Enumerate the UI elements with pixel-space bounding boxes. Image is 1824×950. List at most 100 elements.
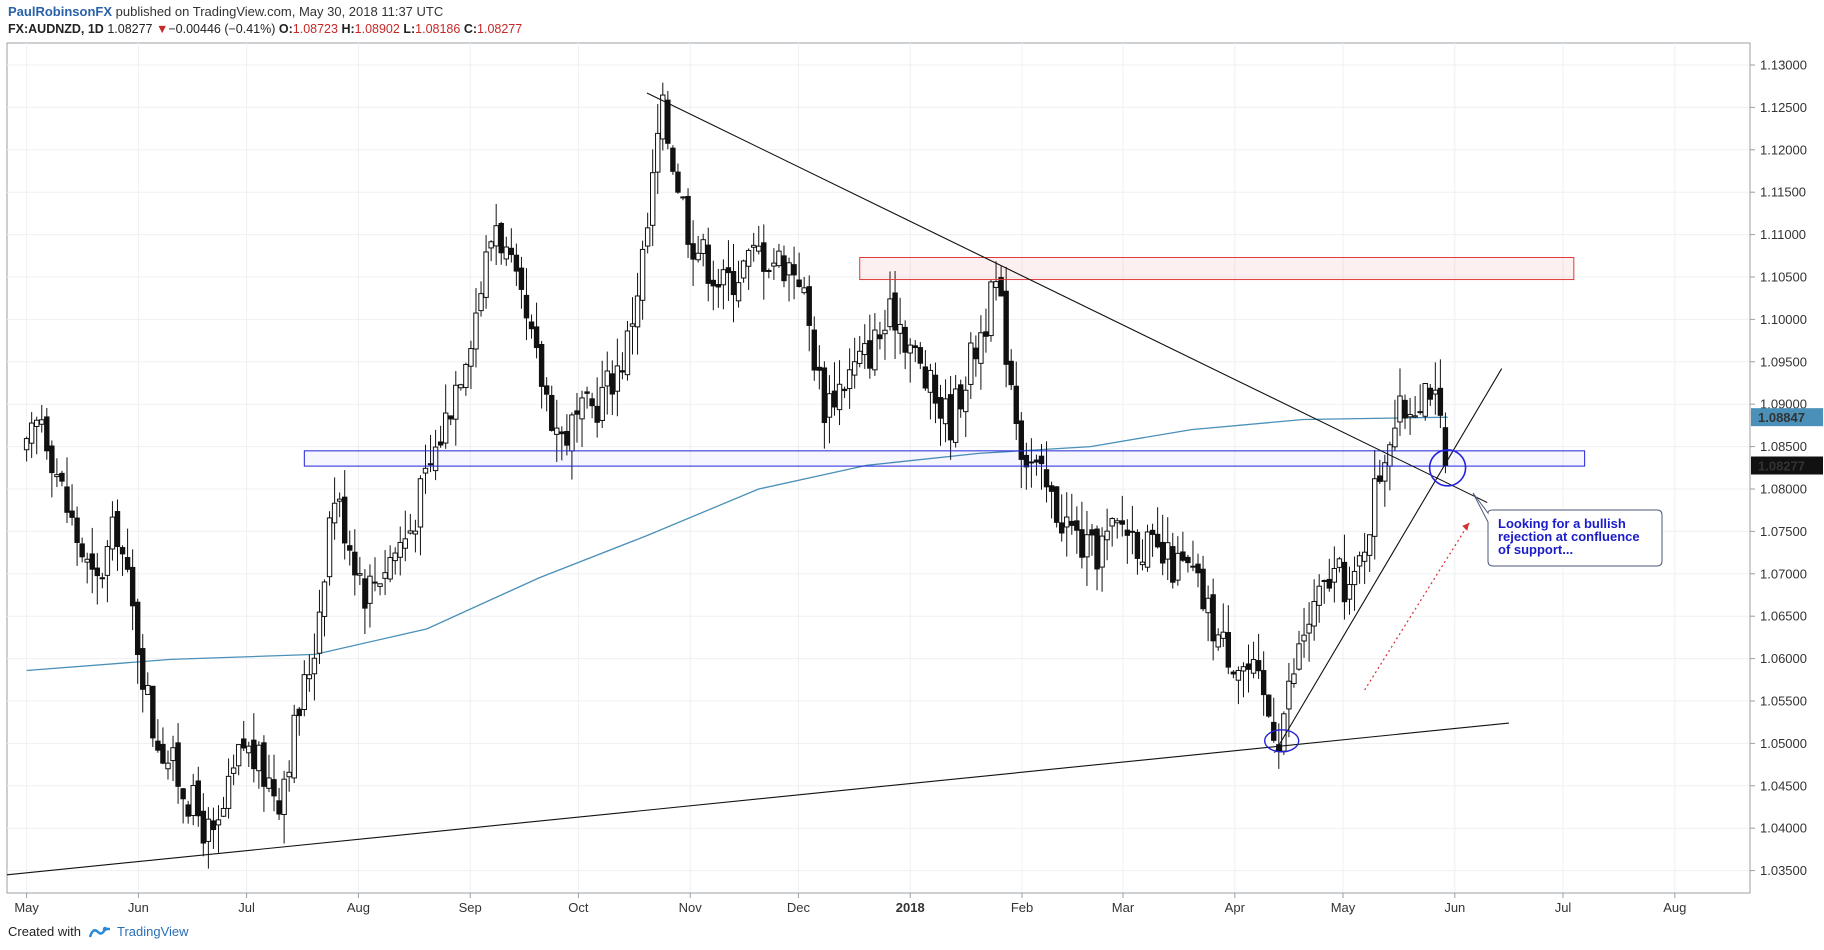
candle-down xyxy=(831,390,838,408)
candle-down xyxy=(1038,455,1045,465)
confluence-highlight-circle[interactable] xyxy=(1428,448,1467,487)
uptrend-line[interactable] xyxy=(1274,368,1503,754)
candle-down xyxy=(1094,528,1100,570)
candle-up xyxy=(644,227,651,247)
chart-pane-border xyxy=(6,42,1751,894)
candle-up xyxy=(988,281,994,337)
candle-up xyxy=(1311,600,1317,627)
candle-up xyxy=(301,674,308,710)
annotation-line-3: of support... xyxy=(1498,542,1573,557)
candle-up xyxy=(1215,634,1221,648)
candle-up xyxy=(1099,535,1105,568)
candle-down xyxy=(49,445,55,474)
candle-down xyxy=(1119,520,1125,525)
candle-up xyxy=(695,252,701,261)
candle-down xyxy=(680,196,686,199)
candle-down xyxy=(589,398,595,407)
candle-up xyxy=(326,517,333,578)
open-label: O: xyxy=(278,22,293,36)
y-tick-label: 1.10500 xyxy=(1760,270,1807,285)
candle-up xyxy=(1291,673,1297,685)
candle-up xyxy=(225,775,232,809)
y-tick-label: 1.05500 xyxy=(1760,694,1807,709)
author-link[interactable]: PaulRobinsonFX xyxy=(8,4,112,19)
annotation-callout[interactable]: Looking for a bullish rejection at confl… xyxy=(1472,492,1663,567)
candle-up xyxy=(655,132,661,173)
candle-up xyxy=(1321,580,1327,583)
candle-down xyxy=(276,800,282,815)
candle-up xyxy=(1366,534,1373,556)
long-term-support-line[interactable] xyxy=(6,722,1509,876)
annotation-line-1: Looking for a bullish xyxy=(1498,516,1626,531)
support-zone[interactable] xyxy=(303,450,1586,467)
candle-down xyxy=(1402,399,1408,419)
candle-down xyxy=(675,171,681,193)
dotted-target-arrow[interactable] xyxy=(1364,522,1470,691)
candle-down xyxy=(1170,546,1176,583)
downtrend-line[interactable] xyxy=(646,92,1488,504)
candle-up xyxy=(493,225,499,247)
tradingview-link[interactable]: TradingView xyxy=(116,924,189,939)
candle-down xyxy=(1023,454,1030,468)
footer: Created with TradingView xyxy=(8,924,189,939)
candle-up xyxy=(84,558,90,563)
candle-down xyxy=(362,578,368,609)
candle-down xyxy=(1200,568,1206,610)
candle-down xyxy=(513,254,520,272)
candle-up xyxy=(165,762,171,770)
candle-down xyxy=(816,366,823,371)
candle-down xyxy=(437,441,444,446)
candle-down xyxy=(710,279,716,287)
candle-up xyxy=(473,312,479,350)
candle-up xyxy=(23,438,30,451)
candle-down xyxy=(564,430,570,446)
candle-up xyxy=(1109,518,1115,527)
low-highlight-ellipse[interactable] xyxy=(1263,729,1300,753)
created-with-text: Created with xyxy=(8,924,81,939)
candle-down xyxy=(958,384,964,410)
resistance-zone[interactable] xyxy=(859,256,1575,281)
candle-up xyxy=(246,745,252,754)
symbol-label[interactable]: FX:AUDNZD, 1D xyxy=(8,22,104,36)
candle-down xyxy=(1159,541,1166,564)
candle-up xyxy=(170,747,176,762)
candle-up xyxy=(968,342,974,385)
x-tick-label: Apr xyxy=(1225,900,1246,915)
y-tick-label: 1.11500 xyxy=(1760,185,1806,200)
x-tick-label: Jun xyxy=(1444,900,1465,915)
candle-down xyxy=(140,648,146,690)
candle-up xyxy=(750,244,757,248)
x-axis[interactable]: May Jun Jul Aug Sep Oct Nov Dec 2018 Feb Mar Apr May… xyxy=(14,893,1686,915)
candle-up xyxy=(836,383,843,411)
candle-up xyxy=(978,332,984,364)
candle-down xyxy=(811,329,817,371)
y-tick-label: 1.13000 xyxy=(1760,58,1807,73)
candle-up xyxy=(1382,462,1388,482)
candle-down xyxy=(79,543,85,558)
candle-down xyxy=(59,472,65,482)
y-axis[interactable]: 1.13000 1.12500 1.12000 1.11500 1.11000 1.105… xyxy=(1750,58,1807,879)
candle-up xyxy=(468,348,474,367)
x-tick-label: Jun xyxy=(128,900,149,915)
candle-down xyxy=(448,415,454,420)
candle-up xyxy=(382,572,388,579)
candle-up xyxy=(1175,552,1181,581)
candle-down xyxy=(912,345,918,349)
candle-up xyxy=(235,744,242,767)
tradingview-logo-icon xyxy=(88,926,110,937)
candle-up xyxy=(826,393,833,418)
candle-up xyxy=(1064,516,1070,528)
last-price-label xyxy=(1751,456,1823,475)
candle-down xyxy=(821,367,828,424)
candle-up xyxy=(1084,534,1090,558)
candle-up xyxy=(281,778,287,816)
candle-up xyxy=(1392,427,1398,448)
price-labels: 1.08847 1.08277 xyxy=(1751,408,1823,475)
candle-up xyxy=(220,807,227,817)
candle-up xyxy=(927,369,934,393)
candle-up xyxy=(39,419,45,425)
candle-down xyxy=(160,743,166,764)
candles xyxy=(23,82,1449,869)
candle-up xyxy=(463,363,469,389)
